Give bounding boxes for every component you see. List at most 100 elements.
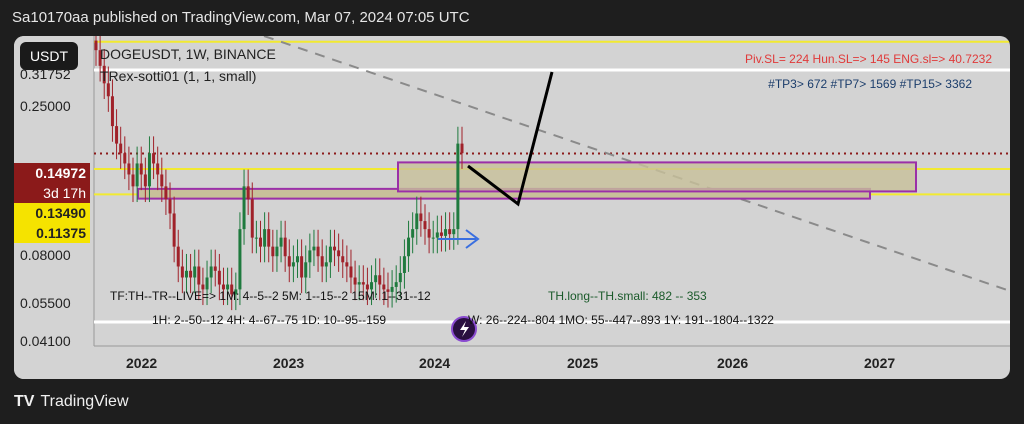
candle-body (135, 163, 139, 187)
x-tick-2023: 2023 (273, 355, 305, 371)
candle-body (102, 65, 106, 84)
x-tick-2025: 2025 (567, 355, 599, 371)
candle-body (147, 153, 151, 187)
candle-body (370, 282, 374, 290)
candle-body (205, 277, 209, 290)
candle-body (304, 262, 308, 278)
candle-body (283, 237, 287, 257)
candle-body (378, 275, 382, 285)
candle-body (246, 186, 250, 200)
price-label-0041: 0.04100 (20, 333, 71, 349)
candle-body (176, 246, 180, 267)
candle-body (291, 262, 295, 267)
candle-body (184, 270, 188, 278)
price-label-0055: 0.05500 (20, 295, 71, 311)
tf-line-2: 1H: 2--50--12 4H: 4--67--75 1D: 10--95--… (152, 313, 387, 327)
candle-body (98, 50, 102, 66)
symbol-line: DOGEUSDT, 1W, BINANCE (100, 46, 276, 62)
candle-body (271, 246, 275, 257)
candle-body (374, 275, 378, 283)
candle-body (238, 229, 242, 290)
candle-body (279, 237, 283, 247)
candle-body (316, 246, 320, 257)
candle-body (361, 282, 365, 285)
candle-body (337, 250, 341, 257)
indicator-line: TRex-sotti01 (1, 1, small) (100, 68, 257, 84)
chart-panel[interactable]: USDT DOGEUSDT, 1W, BINANCE TRex-sotti01 … (14, 36, 1010, 379)
x-tick-2022: 2022 (126, 355, 158, 371)
x-tick-2027: 2027 (864, 355, 896, 371)
tf-line-3: W: 26--224--804 1MO: 55--447--893 1Y: 19… (468, 313, 774, 327)
candle-body (110, 96, 114, 127)
tradingview-footer: TV TradingView (14, 393, 129, 411)
candle-body (333, 246, 337, 251)
candle-body (341, 256, 345, 263)
trendline (263, 36, 1010, 292)
published-header: Sa10170aa published on TradingView.com, … (12, 9, 470, 26)
candle-body (127, 163, 131, 175)
candle-body (143, 174, 147, 187)
candle-body (193, 266, 197, 278)
candle-body (209, 266, 213, 278)
candle-body (250, 199, 254, 238)
zone-upper (397, 161, 917, 193)
candle-body (419, 213, 423, 222)
candle-body (115, 126, 119, 144)
candle-body (349, 266, 353, 278)
candle-body (242, 186, 246, 230)
candle-body (131, 174, 135, 187)
candle-body (415, 213, 419, 230)
candle-body (94, 40, 98, 51)
chart-svg[interactable] (14, 36, 1010, 379)
candle-body (328, 246, 332, 263)
candle-body (172, 213, 176, 247)
candle-body (423, 221, 427, 230)
price-label-top: 0.31752 (20, 66, 71, 82)
candle-body (439, 232, 443, 236)
th-line: TH.long--TH.small: 482 -- 353 (548, 289, 707, 303)
price-label-025: 0.25000 (20, 98, 71, 114)
candle-body (160, 174, 164, 187)
candle-body (106, 83, 110, 97)
candle-body (254, 237, 258, 239)
candle-body (427, 229, 431, 238)
candle-body (444, 229, 448, 236)
candle-body (152, 153, 156, 164)
x-tick-2026: 2026 (717, 355, 749, 371)
candle-body (213, 266, 217, 271)
lightning-glyph (460, 321, 469, 337)
candle-body (217, 270, 221, 285)
stop-loss-text: Piv.SL= 224 Hun.SL=> 145 ENG.sl=> 40.723… (745, 52, 992, 66)
candle-body (324, 262, 328, 267)
candle-body (345, 262, 349, 267)
candle-body (456, 143, 460, 230)
candle-body (452, 229, 456, 235)
currency-badge[interactable]: USDT (20, 42, 78, 70)
candle-body (431, 237, 435, 239)
candle-body (382, 284, 386, 290)
candle-body (267, 229, 271, 247)
candle-body (357, 282, 361, 285)
candle-body (275, 246, 279, 257)
candle-body (164, 186, 168, 200)
candle-body (201, 284, 205, 290)
candle-body (123, 153, 127, 164)
price-label-01137: 0.11375 (14, 223, 90, 243)
candle-body (119, 143, 123, 154)
candle-body (435, 232, 439, 238)
candle-body (139, 163, 143, 175)
candle-body (156, 163, 160, 175)
candle-body (460, 143, 464, 154)
candle-body (407, 237, 411, 257)
candle-body (234, 289, 238, 295)
candle-body (390, 286, 394, 292)
candle-body (448, 229, 452, 235)
candle-body (180, 266, 184, 278)
candle-body (230, 284, 234, 295)
candle-body (365, 284, 369, 290)
candle-body (411, 229, 415, 238)
price-label-008: 0.08000 (20, 247, 71, 263)
candle-body (312, 246, 316, 251)
projection-path (467, 71, 554, 207)
tradingview-brand: TradingView (40, 393, 129, 410)
